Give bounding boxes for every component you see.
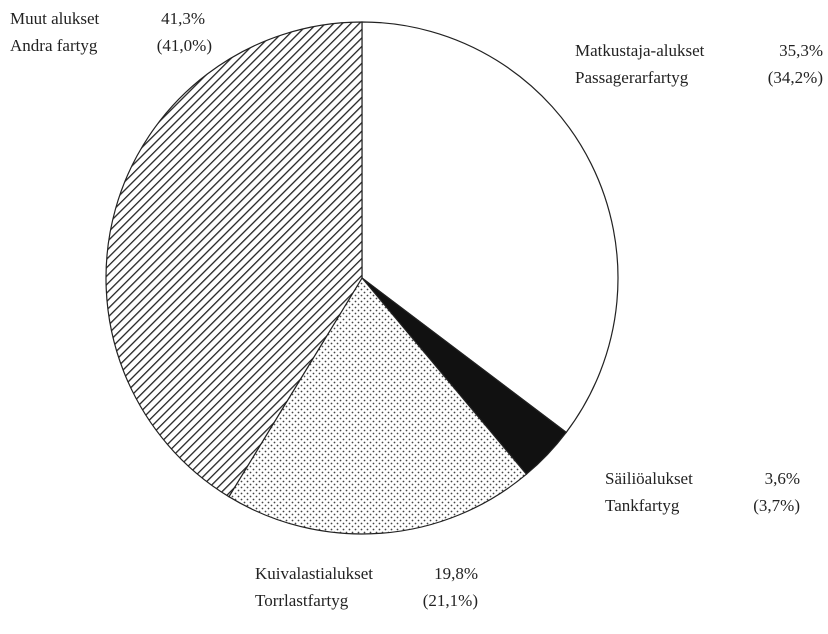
slice-label: Säiliöalukset [605, 469, 693, 488]
pie [105, 21, 619, 535]
slice-alt-label: Tankfartyg [605, 496, 680, 515]
slice-value-label: 3,6% [765, 469, 800, 488]
pie-slice [361, 21, 619, 434]
slice-alt-label: Andra fartyg [10, 36, 98, 55]
slice-alt-value-label: (34,2%) [768, 68, 823, 87]
slice-value-label: 19,8% [434, 564, 478, 583]
slice-alt-value-label: (21,1%) [423, 591, 478, 610]
pie-slice [228, 276, 528, 535]
slice-label: Muut alukset [10, 9, 100, 28]
slice-alt-label: Passagerarfartyg [575, 68, 689, 87]
slice-value-label: 35,3% [779, 41, 823, 60]
slice-value-label: 41,3% [161, 9, 205, 28]
labels: Matkustaja-alukset 35,3% Passagerarfartyg (… [10, 9, 823, 610]
pie-slice [105, 21, 363, 498]
slice-alt-value-label: (41,0%) [157, 36, 212, 55]
slice-label: Matkustaja-alukset [575, 41, 705, 60]
slice-alt-label: Torrlastfartyg [255, 591, 349, 610]
slice-alt-value-label: (3,7%) [753, 496, 800, 515]
slice-label: Kuivalastialukset [255, 564, 373, 583]
